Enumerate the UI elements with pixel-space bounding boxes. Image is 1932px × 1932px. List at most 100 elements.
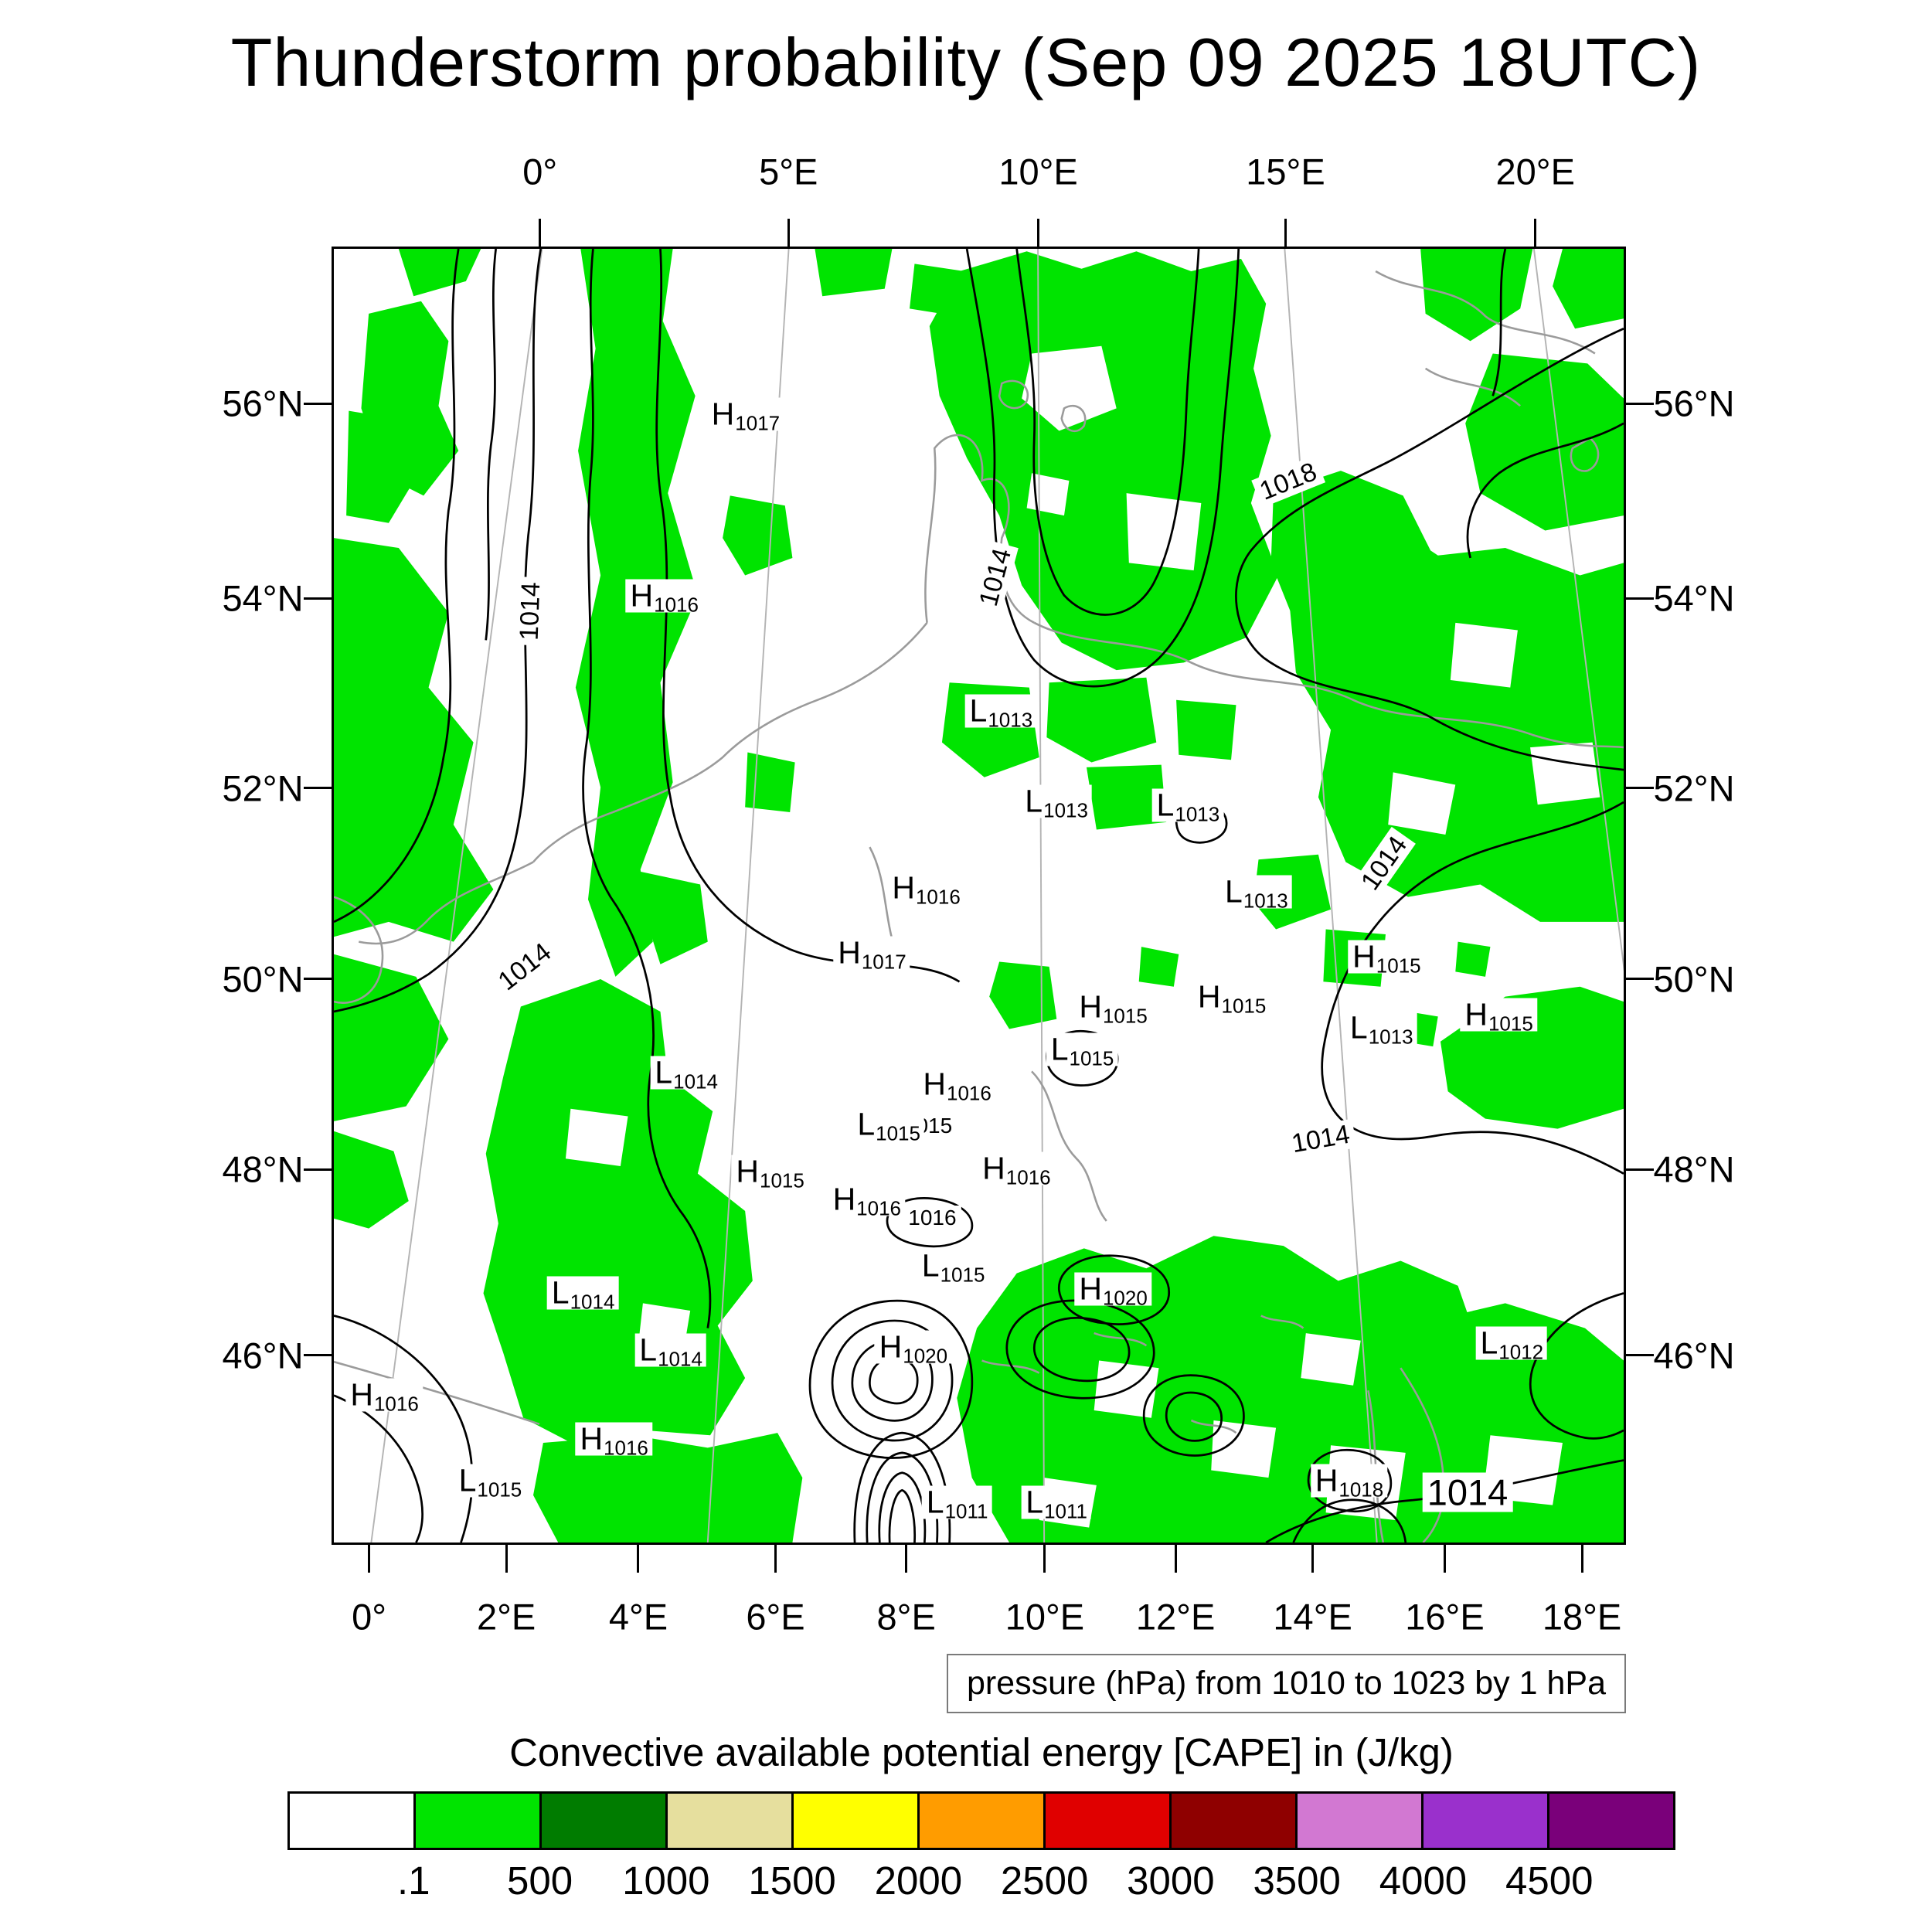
lon-label-bottom: 6°E xyxy=(746,1596,805,1638)
pressure-center-H-1017: H1017 xyxy=(833,934,910,971)
pressure-center-value: 1011 xyxy=(1044,1499,1087,1523)
lon-label-bottom: 16°E xyxy=(1405,1596,1485,1638)
colorbar-tick-label: 3500 xyxy=(1253,1859,1341,1903)
isobar-label: 1014 xyxy=(1352,827,1416,900)
isobar-label: 1014 xyxy=(972,540,1019,614)
lat-tick-right xyxy=(1626,787,1654,790)
pressure-center-letter: L xyxy=(1025,783,1043,819)
pressure-center-value: 1015 xyxy=(1376,954,1421,978)
pressure-center-value: 1015 xyxy=(1069,1046,1114,1070)
pressure-center-letter: H xyxy=(1079,988,1102,1025)
pressure-center-letter: L xyxy=(1480,1325,1498,1361)
lon-tick-bottom xyxy=(505,1545,508,1573)
lon-tick-bottom xyxy=(368,1545,371,1573)
lat-tick-right xyxy=(1626,402,1654,405)
colorbar-cell-6 xyxy=(1046,1794,1172,1848)
map-overlay: H1017 H1016 L1013 L1013 L1013 L1013 H1016 H1017… xyxy=(334,249,1624,1543)
pressure-center-H-1015: H1015 xyxy=(731,1155,808,1190)
pressure-center-H-1017: H1017 xyxy=(706,397,784,434)
lon-tick-bottom xyxy=(1580,1545,1583,1573)
pressure-center-letter: H xyxy=(832,1181,856,1217)
lon-label-top: 0° xyxy=(522,151,558,192)
lon-tick-bottom xyxy=(1311,1545,1315,1573)
pressure-center-L-1011: L1011 xyxy=(921,1484,992,1522)
lat-label-right: 56°N xyxy=(1653,383,1735,424)
pressure-center-L-1012: L1012 xyxy=(1475,1325,1548,1362)
pressure-center-letter: H xyxy=(1197,978,1221,1015)
pressure-center-H-1016: H1016 xyxy=(575,1422,652,1458)
map-frame: H1017 H1016 L1013 L1013 L1013 L1013 H1016 H1017… xyxy=(332,247,1626,1545)
lon-label-bottom: 10°E xyxy=(1005,1596,1085,1638)
lon-tick-top xyxy=(787,219,790,247)
pressure-center-value: 1016 xyxy=(373,1392,419,1416)
pressure-center-letter: H xyxy=(838,934,861,971)
colorbar-cell-4 xyxy=(794,1794,920,1848)
pressure-center-H-1018: H1018 xyxy=(1310,1464,1388,1499)
lat-label-left: 48°N xyxy=(222,1148,304,1190)
pressure-center-value: 1017 xyxy=(735,411,781,435)
pressure-center-L-1013: L1013 xyxy=(1345,1011,1417,1046)
pressure-center-L-1013: L1013 xyxy=(1151,788,1224,824)
pressure-center-letter: L xyxy=(969,692,988,729)
pressure-center-letter: H xyxy=(1079,1270,1102,1307)
pressure-center-letter: L xyxy=(1026,1484,1044,1520)
lon-label-bottom: 0° xyxy=(352,1596,387,1638)
pressure-center-value: 1016 xyxy=(947,1081,992,1105)
lat-tick-right xyxy=(1626,597,1654,600)
lat-label-right: 46°N xyxy=(1653,1335,1735,1376)
pressure-center-value: 1016 xyxy=(1005,1165,1051,1189)
pressure-center-letter: H xyxy=(630,577,654,614)
lat-label-right: 52°N xyxy=(1653,767,1735,809)
pressure-center-H-1015: H1015 xyxy=(1348,938,1425,975)
colorbar-tick-label: 4500 xyxy=(1505,1859,1594,1903)
pressure-center-value: 1013 xyxy=(1043,798,1088,822)
lon-label-bottom: 4°E xyxy=(608,1596,668,1638)
colorbar-cell-0 xyxy=(290,1794,416,1848)
pressure-center-value: 1013 xyxy=(1243,889,1288,913)
pressure-center-letter: L xyxy=(1050,1031,1069,1067)
lat-label-right: 50°N xyxy=(1653,958,1735,1000)
pressure-center-H-1016: H1016 xyxy=(978,1151,1055,1188)
pressure-center-H-1015: H1015 xyxy=(1192,978,1270,1015)
pressure-center-letter: H xyxy=(923,1066,947,1102)
pressure-center-value: 1020 xyxy=(903,1344,948,1368)
colorbar-cell-9 xyxy=(1423,1794,1549,1848)
pressure-center-letter: H xyxy=(1352,938,1376,975)
pressure-center-L-1013: L1013 xyxy=(964,692,1037,730)
pressure-center-letter: H xyxy=(1464,996,1488,1032)
colorbar-tick-label: 1000 xyxy=(622,1859,710,1903)
pressure-center-value: 1015 xyxy=(1488,1012,1533,1036)
lon-label-bottom: 14°E xyxy=(1273,1596,1352,1638)
colorbar-cell-5 xyxy=(920,1794,1046,1848)
page-title: Thunderstorm probability (Sep 09 2025 18… xyxy=(230,24,1702,100)
pressure-center-H-1016: H1016 xyxy=(625,577,702,614)
colorbar-tick-label: 1500 xyxy=(748,1859,836,1903)
lat-tick-right xyxy=(1626,1168,1654,1171)
pressure-center-value: 1018 xyxy=(1338,1478,1384,1502)
colorbar-cell-1 xyxy=(416,1794,542,1848)
isobar-label: 1014 xyxy=(514,577,546,646)
lat-label-left: 54°N xyxy=(222,577,304,619)
pressure-center-value: 1015 xyxy=(759,1168,804,1192)
isobar-label: 1014 xyxy=(488,934,561,1000)
lon-label-top: 10°E xyxy=(998,151,1078,192)
lat-label-left: 56°N xyxy=(222,383,304,424)
colorbar-tick-label: 2000 xyxy=(874,1859,963,1903)
lat-tick-right xyxy=(1626,1354,1654,1357)
pressure-center-letter: L xyxy=(1225,873,1243,910)
pressure-center-value: 1016 xyxy=(604,1436,648,1460)
lon-tick-bottom xyxy=(774,1545,777,1573)
pressure-center-letter: L xyxy=(926,1484,944,1520)
pressure-center-L-1015: L1015 xyxy=(454,1464,526,1499)
colorbar-cell-8 xyxy=(1298,1794,1423,1848)
pressure-caption: pressure (hPa) from 1010 to 1023 by 1 hP… xyxy=(946,1654,1626,1713)
colorbar-tick-label: 4000 xyxy=(1379,1859,1468,1903)
colorbar-title: Convective available potential energy [C… xyxy=(509,1730,1454,1774)
pressure-center-H-1016: H1016 xyxy=(345,1378,423,1414)
lat-tick-right xyxy=(1626,978,1654,981)
pressure-center-value: 1020 xyxy=(1102,1286,1148,1310)
pressure-center-letter: H xyxy=(892,869,915,906)
colorbar-tick-label: .1 xyxy=(396,1859,430,1903)
pressure-center-value: 1013 xyxy=(1175,802,1220,826)
